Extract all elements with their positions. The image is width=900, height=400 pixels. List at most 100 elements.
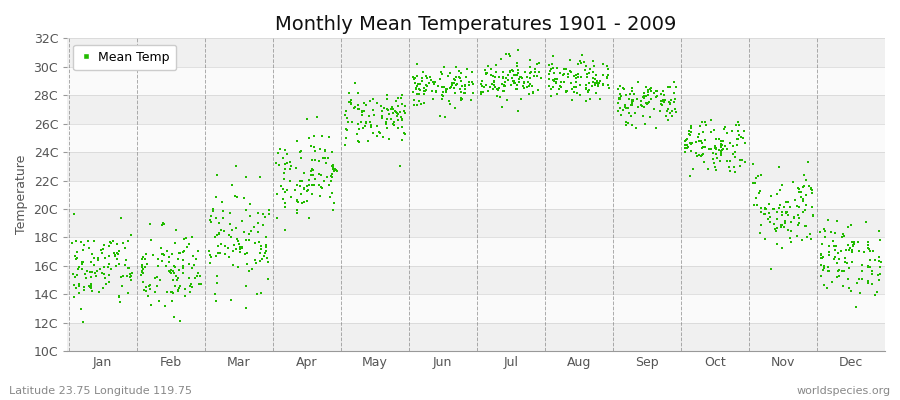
Point [439, 86, 454, 92]
Point [789, 203, 804, 209]
Point [269, 160, 284, 166]
Point [458, 74, 473, 80]
Point [759, 206, 773, 212]
Point [708, 145, 723, 151]
Point [311, 158, 326, 164]
Point [872, 277, 886, 283]
Point [95, 270, 110, 277]
Point [599, 74, 614, 80]
Point [216, 208, 230, 215]
Point [726, 164, 741, 171]
Point [530, 72, 544, 79]
Y-axis label: Temperature: Temperature [15, 155, 28, 234]
Point [479, 82, 493, 89]
Point [123, 271, 138, 277]
Point [426, 96, 440, 103]
Point [479, 70, 493, 76]
Point [328, 166, 342, 173]
Point [140, 260, 154, 267]
Point [816, 282, 831, 288]
Point [832, 256, 847, 262]
Point [783, 235, 797, 241]
Point [87, 270, 102, 276]
Point [293, 191, 308, 198]
Point [639, 93, 653, 100]
Point [641, 100, 655, 107]
Point [294, 155, 309, 162]
Point [449, 74, 464, 80]
Bar [68, 124, 885, 152]
Point [479, 71, 493, 77]
Point [148, 274, 163, 281]
Point [398, 131, 412, 137]
Point [441, 73, 455, 80]
Point [841, 223, 855, 230]
Point [290, 206, 304, 213]
Point [621, 110, 635, 116]
Point [522, 83, 536, 89]
Point [863, 248, 878, 254]
Point [724, 128, 739, 134]
Point [698, 136, 713, 143]
Point [653, 101, 668, 107]
Point [260, 255, 274, 261]
Point [712, 147, 726, 154]
Point [456, 90, 471, 96]
Point [796, 184, 810, 190]
Point [625, 112, 639, 119]
Point [522, 81, 536, 87]
Point [862, 264, 877, 270]
Point [184, 288, 198, 295]
Point [278, 200, 293, 207]
Point [731, 128, 745, 134]
Point [230, 225, 244, 231]
Point [773, 222, 788, 228]
Point [626, 97, 640, 103]
Point [736, 134, 751, 141]
Point [715, 146, 729, 153]
Point [171, 256, 185, 262]
Point [424, 77, 438, 84]
Point [124, 277, 139, 283]
Point [706, 156, 720, 162]
Point [300, 198, 314, 204]
Point [707, 164, 722, 170]
Point [746, 180, 760, 186]
Point [814, 262, 829, 268]
Point [613, 96, 627, 102]
Point [217, 227, 231, 234]
Point [327, 200, 341, 207]
Point [203, 212, 218, 219]
Point [102, 272, 116, 278]
Point [821, 217, 835, 223]
Point [348, 80, 363, 86]
Point [532, 68, 546, 75]
Point [69, 272, 84, 278]
Point [639, 84, 653, 90]
Point [388, 107, 402, 114]
Point [463, 82, 477, 88]
Point [700, 166, 715, 172]
Point [805, 184, 819, 191]
Point [798, 202, 813, 208]
Point [817, 264, 832, 271]
Point [561, 73, 575, 80]
Point [364, 123, 379, 130]
Point [531, 87, 545, 93]
Point [248, 224, 262, 231]
Point [569, 72, 583, 78]
Point [661, 106, 675, 112]
Point [602, 85, 616, 92]
Point [827, 243, 842, 249]
Point [709, 145, 724, 151]
Point [83, 284, 97, 291]
Point [519, 84, 534, 90]
Point [595, 80, 609, 87]
Point [631, 104, 645, 110]
Point [733, 156, 747, 163]
Point [82, 245, 96, 251]
Point [653, 98, 668, 104]
Point [546, 65, 561, 72]
Point [242, 268, 256, 274]
Point [339, 115, 354, 122]
